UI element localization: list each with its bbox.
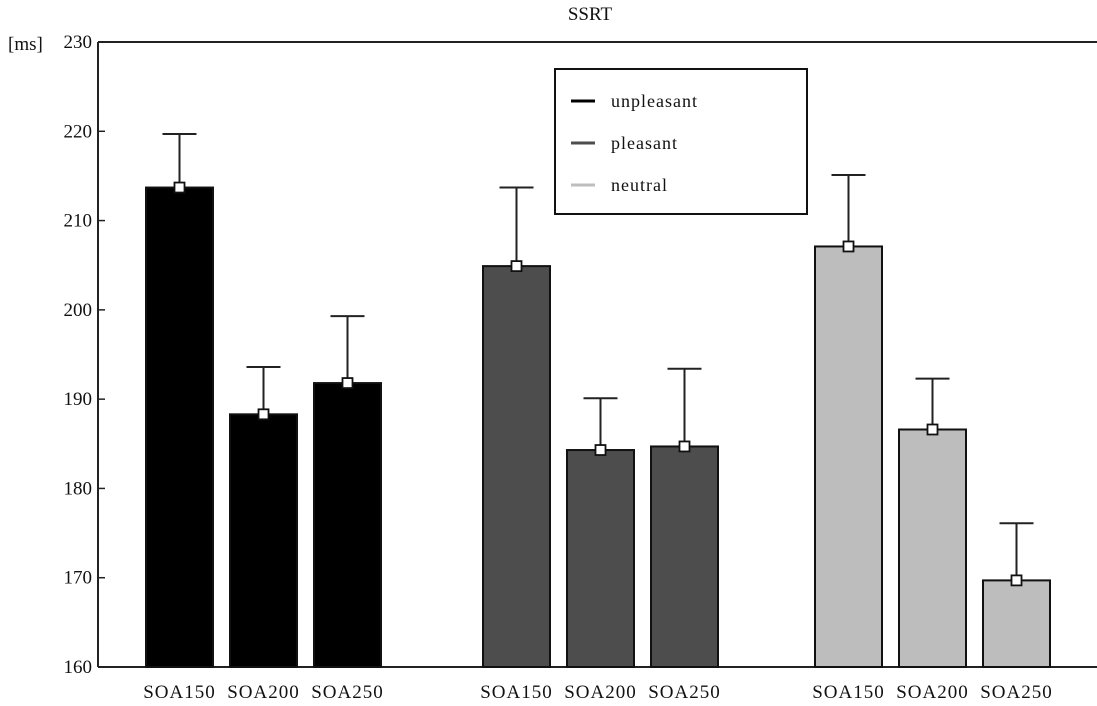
- plot-area: 160 170 180 190 200 210 220 230 SOA150 SOA200 SOA2…: [64, 32, 1097, 703]
- y-tick-label: 210: [64, 211, 93, 232]
- legend-box: [554, 68, 808, 215]
- mean-marker-unpleasant-soa200: [257, 408, 270, 421]
- mean-marker-pleasant-soa200: [594, 444, 607, 456]
- bar-pleasant-soa200: [566, 449, 635, 668]
- mean-marker-unpleasant-soa150: [173, 181, 186, 194]
- legend-label-unpleasant: unpleasant: [611, 91, 698, 111]
- x-tick-label-soa150: SOA150: [480, 682, 553, 703]
- legend-label-pleasant: pleasant: [611, 133, 678, 153]
- mean-marker-neutral-soa200: [926, 423, 939, 436]
- y-tick-label: 170: [64, 568, 93, 589]
- mean-marker-neutral-soa250: [1010, 574, 1023, 587]
- bar-neutral-soa150: [814, 245, 883, 668]
- bar-unpleasant-soa200: [229, 413, 298, 669]
- x-tick-label-soa150: SOA150: [812, 682, 885, 703]
- x-tick-label-soa200: SOA200: [564, 682, 637, 703]
- y-axis-label: [ms]: [8, 34, 43, 55]
- mean-marker-pleasant-soa150: [510, 260, 523, 273]
- mean-marker-neutral-soa150: [842, 240, 855, 253]
- mean-marker-unpleasant-soa250: [341, 377, 354, 389]
- x-tick-label-soa200: SOA200: [896, 682, 969, 703]
- bar-neutral-soa200: [898, 428, 967, 668]
- bar-neutral-soa250: [982, 579, 1051, 669]
- bar-pleasant-soa150: [482, 265, 551, 668]
- mean-marker-pleasant-soa250: [678, 440, 691, 453]
- x-tick-label-soa250: SOA250: [980, 682, 1053, 703]
- x-tick-label-soa200: SOA200: [227, 682, 300, 703]
- bar-unpleasant-soa150: [145, 186, 214, 669]
- y-tick-label: 200: [64, 300, 93, 321]
- x-tick-label-soa150: SOA150: [143, 682, 216, 703]
- bar-unpleasant-soa250: [313, 382, 382, 668]
- chart-title: SSRT: [568, 4, 613, 25]
- bar-pleasant-soa250: [650, 445, 719, 669]
- legend: unpleasant pleasant neutral: [554, 68, 808, 215]
- y-tick-label: 230: [64, 32, 93, 53]
- y-tick-label: 180: [64, 478, 93, 499]
- x-tick-label-soa250: SOA250: [311, 682, 384, 703]
- y-tick-label: 220: [64, 121, 93, 142]
- y-tick-label: 160: [64, 657, 93, 678]
- legend-label-neutral: neutral: [611, 175, 668, 195]
- y-tick-label: 190: [64, 389, 93, 410]
- x-tick-label-soa250: SOA250: [648, 682, 721, 703]
